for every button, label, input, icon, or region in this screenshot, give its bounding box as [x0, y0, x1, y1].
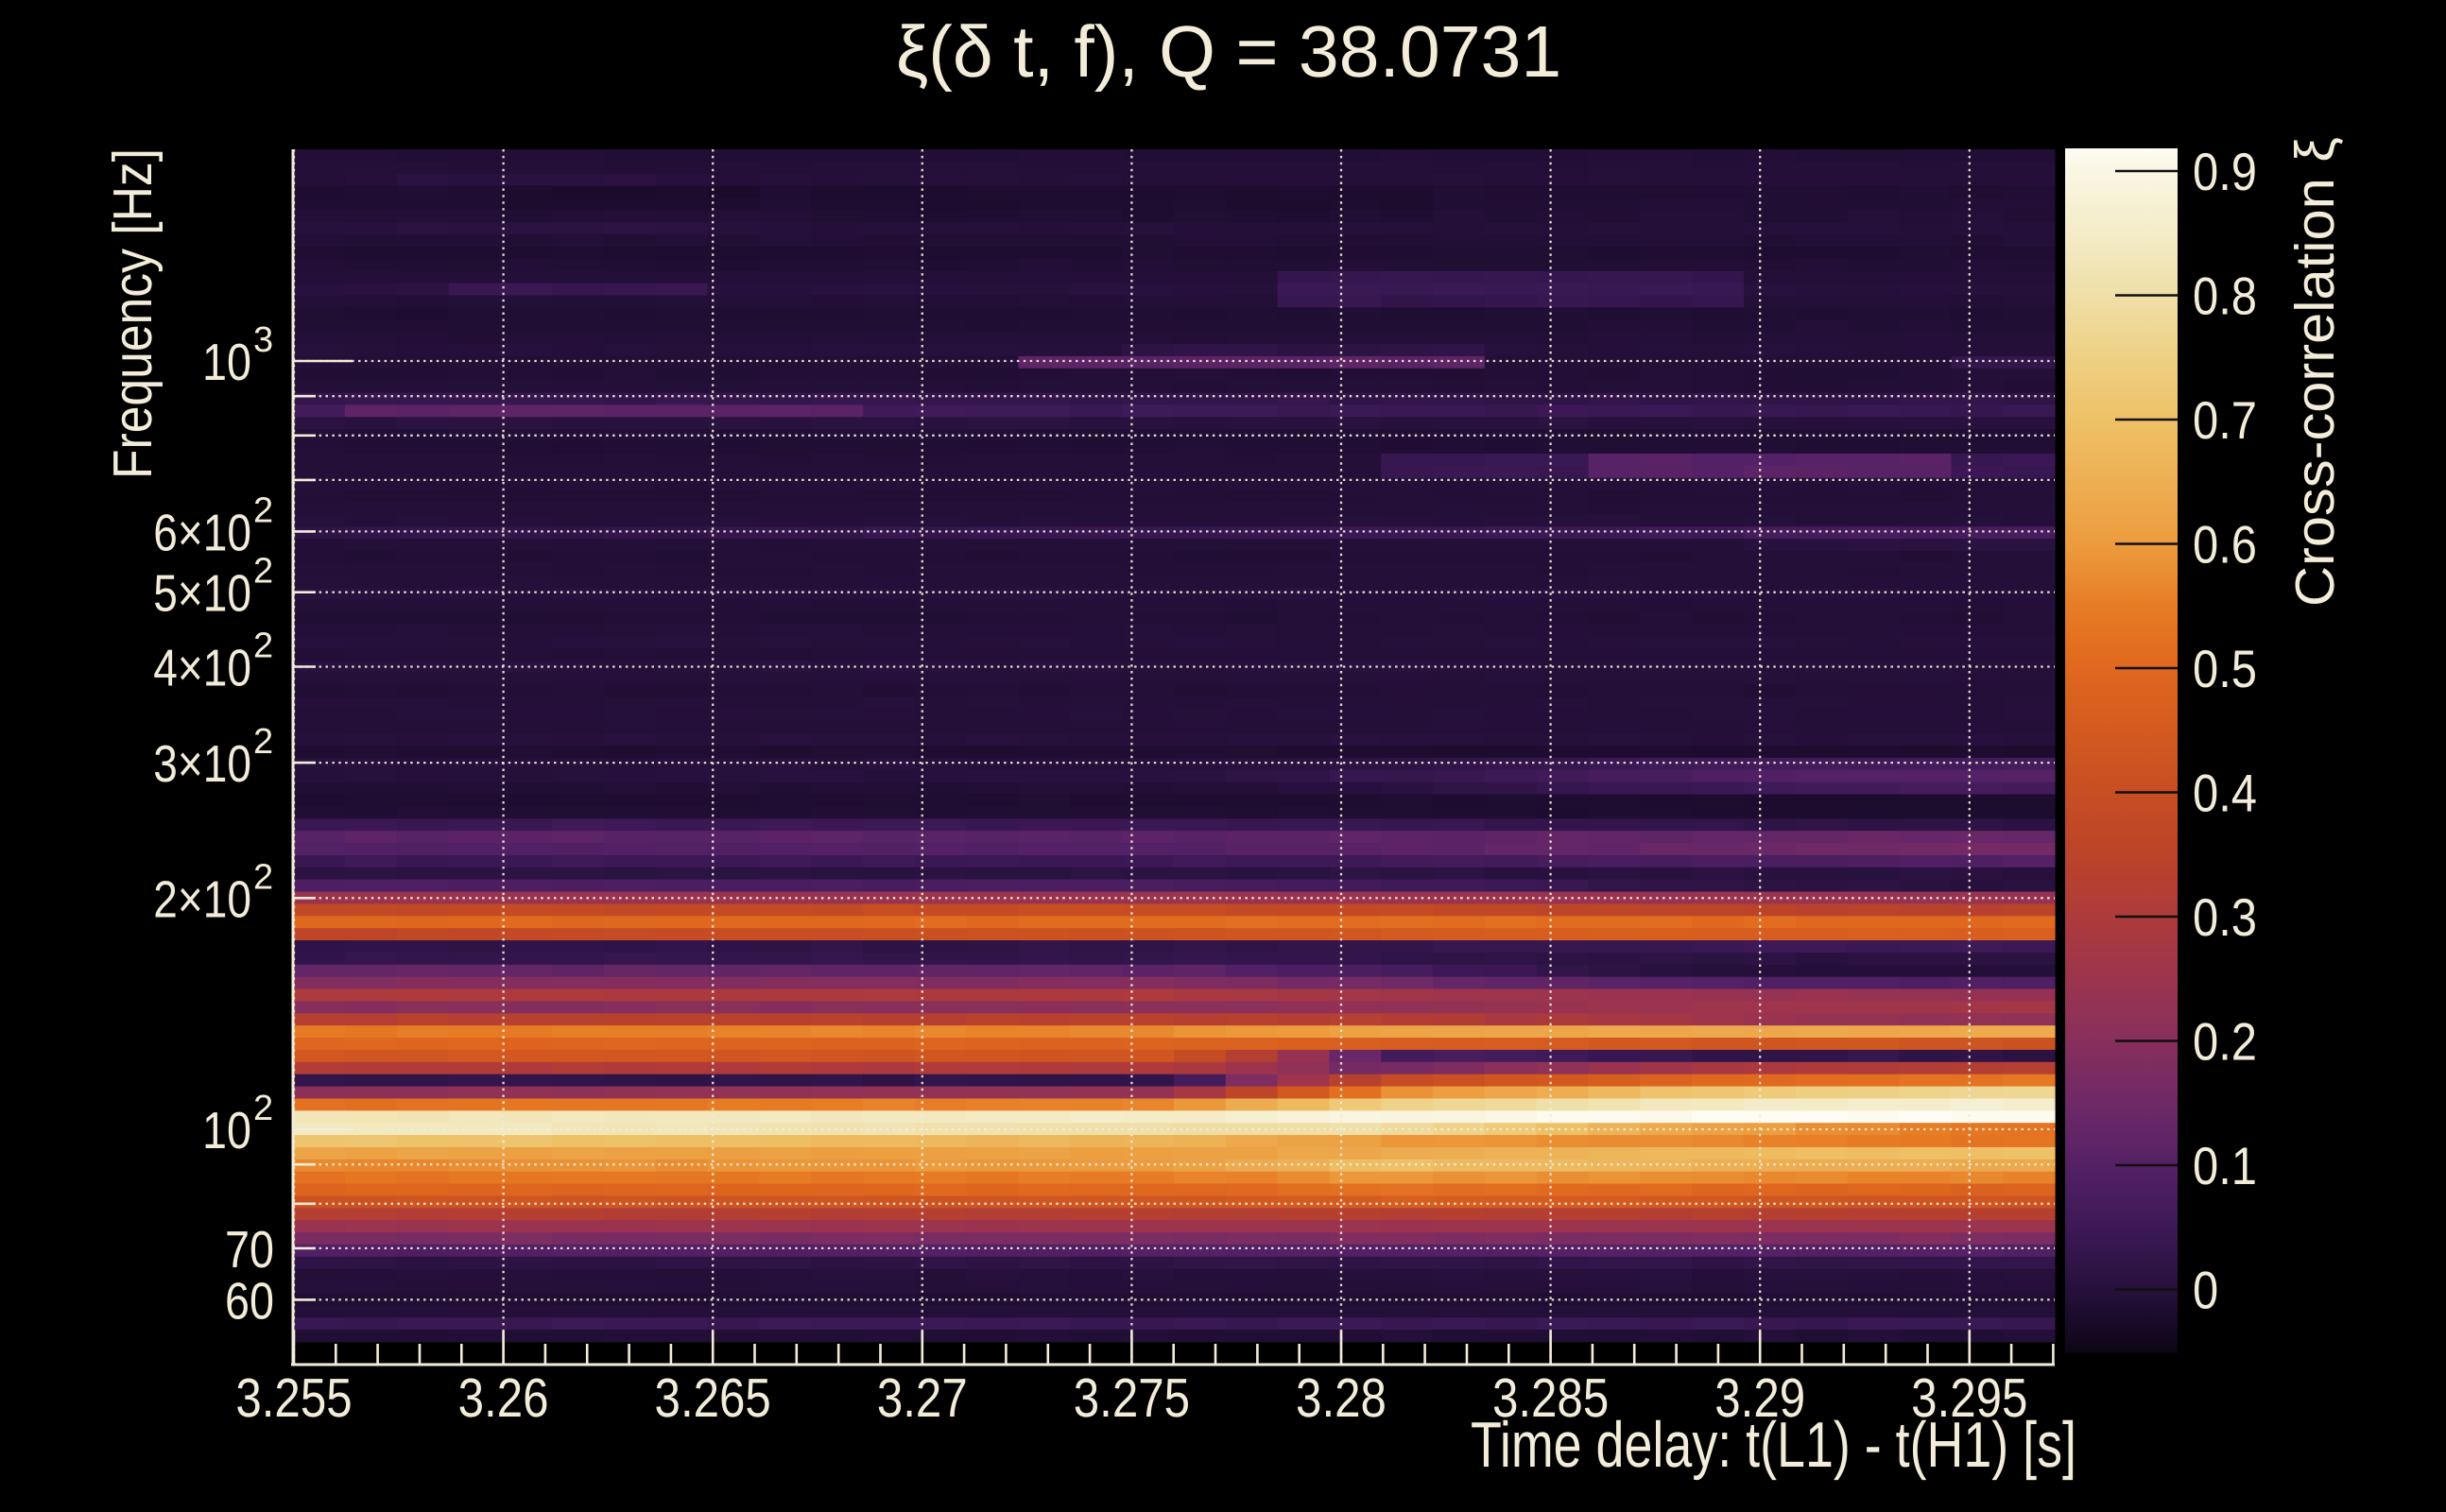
svg-text:6×10: 6×10 — [153, 503, 251, 561]
svg-text:0.8: 0.8 — [2193, 266, 2257, 326]
svg-text:2: 2 — [253, 490, 273, 530]
svg-text:70: 70 — [225, 1220, 274, 1279]
svg-text:5×10: 5×10 — [153, 564, 251, 623]
svg-text:2×10: 2×10 — [153, 869, 251, 928]
svg-text:2: 2 — [253, 1089, 273, 1128]
svg-text:3.26: 3.26 — [458, 1367, 549, 1429]
svg-text:3.275: 3.275 — [1074, 1367, 1190, 1429]
svg-text:3×10: 3×10 — [153, 734, 251, 793]
svg-text:2: 2 — [253, 552, 273, 592]
svg-text:3.29: 3.29 — [1714, 1367, 1805, 1429]
svg-text:0.1: 0.1 — [2193, 1136, 2257, 1195]
svg-text:10: 10 — [202, 1101, 251, 1160]
svg-text:2: 2 — [253, 627, 273, 666]
svg-text:3.27: 3.27 — [877, 1367, 968, 1429]
svg-text:0.2: 0.2 — [2193, 1012, 2257, 1072]
svg-text:3: 3 — [253, 320, 273, 360]
svg-text:Time delay: t(L1) - t(H1) [s]: Time delay: t(L1) - t(H1) [s] — [1471, 1409, 2076, 1481]
svg-text:2: 2 — [253, 857, 273, 897]
svg-text:3.285: 3.285 — [1492, 1367, 1609, 1429]
svg-text:0.3: 0.3 — [2193, 887, 2257, 947]
svg-text:0.7: 0.7 — [2193, 390, 2257, 450]
svg-text:0.9: 0.9 — [2193, 142, 2257, 201]
svg-text:0.5: 0.5 — [2193, 639, 2257, 698]
svg-text:ξ(δ t, f), Q = 38.0731: ξ(δ t, f), Q = 38.0731 — [896, 11, 1561, 93]
svg-text:2: 2 — [253, 722, 273, 762]
svg-text:3.28: 3.28 — [1296, 1367, 1387, 1429]
svg-text:0.4: 0.4 — [2193, 764, 2257, 823]
svg-text:60: 60 — [225, 1271, 274, 1330]
svg-text:3.255: 3.255 — [235, 1367, 352, 1429]
svg-text:3.295: 3.295 — [1911, 1367, 2027, 1429]
svg-text:0.6: 0.6 — [2193, 515, 2257, 575]
svg-text:4×10: 4×10 — [153, 639, 251, 697]
svg-text:3.265: 3.265 — [655, 1367, 771, 1429]
svg-text:10: 10 — [202, 333, 251, 391]
svg-text:0: 0 — [2193, 1261, 2218, 1320]
svg-text:Frequency [Hz]: Frequency [Hz] — [102, 148, 164, 479]
svg-text:Cross-correlation ξ: Cross-correlation ξ — [2284, 137, 2346, 607]
